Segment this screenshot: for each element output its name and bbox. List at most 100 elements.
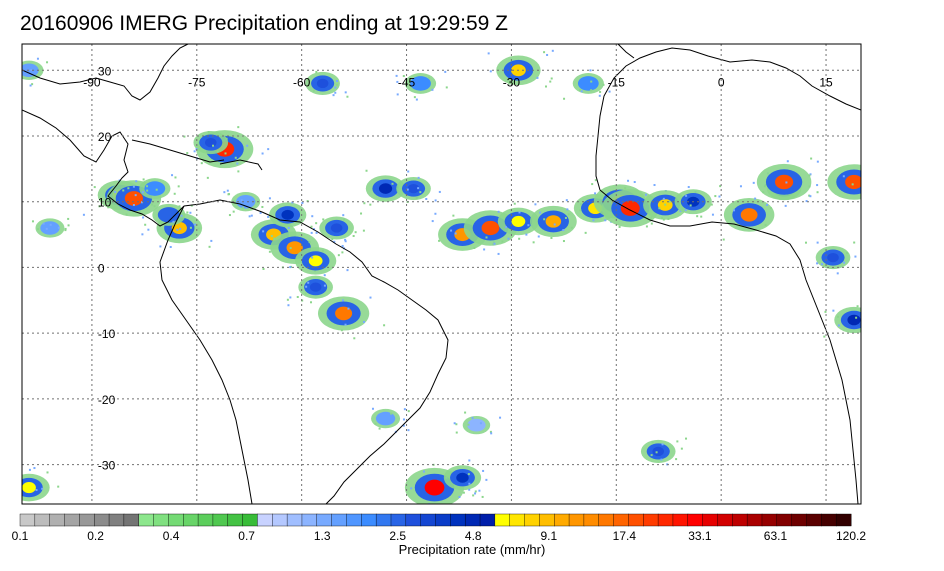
latitude-labels: 30 20 10 0 -10 -20 -30 — [98, 64, 116, 472]
precip-speckle — [374, 422, 377, 425]
precip-speckle — [49, 223, 52, 226]
precip-speckle — [505, 226, 508, 229]
precip-speckle — [660, 458, 663, 461]
coastline-south-america — [183, 199, 449, 504]
coastline-africa — [595, 47, 861, 504]
colorbar-swatch — [79, 513, 95, 527]
colorbar-swatch — [821, 513, 837, 527]
colorbar-swatch — [108, 513, 125, 527]
precip-speckle — [176, 228, 179, 231]
precip-speckle — [208, 245, 211, 248]
precip-speckle — [624, 187, 627, 190]
precip-cell — [410, 76, 431, 91]
precip-speckle — [311, 215, 314, 218]
longitude-labels: -90 -75 -60 -45 -30 -15 0 15 — [83, 75, 833, 89]
precip-speckle — [216, 150, 219, 153]
precip-speckle — [159, 245, 162, 248]
precip-speckle — [363, 202, 366, 205]
colorbar-swatch — [138, 513, 155, 527]
precip-speckle — [809, 195, 812, 198]
colorbar-swatch — [628, 513, 644, 527]
lon-tick-label: 15 — [819, 75, 833, 89]
precip-speckle — [594, 192, 597, 195]
colorbar-swatch — [687, 513, 704, 527]
precip-speckle — [562, 240, 565, 243]
precip-speckle — [532, 241, 535, 244]
precip-speckle — [550, 77, 553, 80]
precip-speckle — [142, 178, 145, 181]
precip-speckle — [481, 495, 484, 498]
colorbar-swatch — [746, 513, 763, 527]
precip-speckle — [237, 126, 240, 129]
precip-speckle — [594, 179, 597, 182]
precip-speckle — [427, 76, 430, 79]
precip-speckle — [64, 229, 67, 232]
colorbar-swatch — [554, 513, 570, 527]
precip-speckle — [490, 432, 493, 435]
colorbar-tick-label: 4.8 — [465, 529, 482, 543]
precip-speckle — [608, 90, 611, 93]
colorbar-swatch — [494, 513, 511, 527]
precip-speckle — [310, 231, 313, 234]
precip-cell — [236, 194, 256, 209]
precip-cell — [467, 418, 486, 432]
gridlines — [22, 44, 861, 504]
precip-speckle — [67, 217, 70, 220]
colorbar-tick-label: 0.1 — [12, 529, 29, 543]
precip-cell-core — [22, 482, 36, 494]
precip-speckle — [224, 152, 227, 155]
precip-speckle — [855, 316, 858, 319]
precip-speckle — [342, 214, 345, 217]
precip-speckle — [82, 213, 85, 216]
precip-speckle — [754, 197, 757, 200]
precip-speckle — [396, 93, 399, 96]
precip-speckle — [331, 238, 334, 241]
precip-speckle — [341, 299, 344, 302]
colorbar-swatch — [331, 513, 347, 527]
colorbar-swatch — [183, 513, 199, 527]
colorbar-tick-label: 2.5 — [389, 529, 406, 543]
precip-speckle — [764, 223, 767, 226]
precip-speckle — [307, 281, 310, 284]
precip-speckle — [353, 337, 356, 340]
precip-speckle — [33, 467, 36, 470]
precip-speckle — [127, 187, 130, 190]
precip-speckle — [816, 191, 819, 194]
precip-speckle — [391, 182, 394, 185]
precip-speckle — [468, 482, 471, 485]
precip-speckle — [478, 489, 481, 492]
precip-cell-core — [330, 223, 343, 233]
precip-speckle — [534, 203, 537, 206]
precip-speckle — [45, 227, 48, 230]
precip-speckle — [452, 214, 455, 217]
colorbar-swatch — [49, 513, 66, 527]
precip-speckle — [147, 228, 150, 231]
precip-speckle — [546, 53, 549, 56]
precip-speckle — [395, 74, 398, 77]
precip-cell-core — [845, 174, 861, 190]
lat-tick-label: 30 — [98, 64, 112, 78]
precip-speckle — [660, 216, 663, 219]
colorbar-swatch — [257, 513, 273, 527]
precip-speckle — [645, 225, 648, 228]
precip-speckle — [261, 205, 264, 208]
precip-speckle — [784, 204, 787, 207]
precip-speckle — [315, 70, 318, 73]
precip-speckle — [419, 191, 422, 194]
precip-speckle — [390, 412, 393, 415]
precip-cell-core — [281, 209, 294, 220]
precip-speckle — [197, 227, 200, 230]
colorbar-swatch — [361, 513, 377, 527]
precip-speckle — [733, 209, 736, 212]
precip-speckle — [378, 427, 381, 430]
precip-speckle — [362, 229, 365, 232]
precip-speckle — [313, 228, 316, 231]
colorbar-swatch — [34, 513, 51, 527]
precip-speckle — [173, 192, 176, 195]
precip-speckle — [627, 179, 630, 182]
colorbar-tick-labels: 0.1 0.2 0.4 0.7 1.3 2.5 4.8 9.1 17.4 33.1 63.1 120.… — [12, 529, 867, 543]
precip-speckle — [816, 160, 819, 163]
precip-speckle — [679, 209, 682, 212]
precip-speckle — [132, 204, 135, 207]
precip-speckle — [347, 307, 350, 310]
